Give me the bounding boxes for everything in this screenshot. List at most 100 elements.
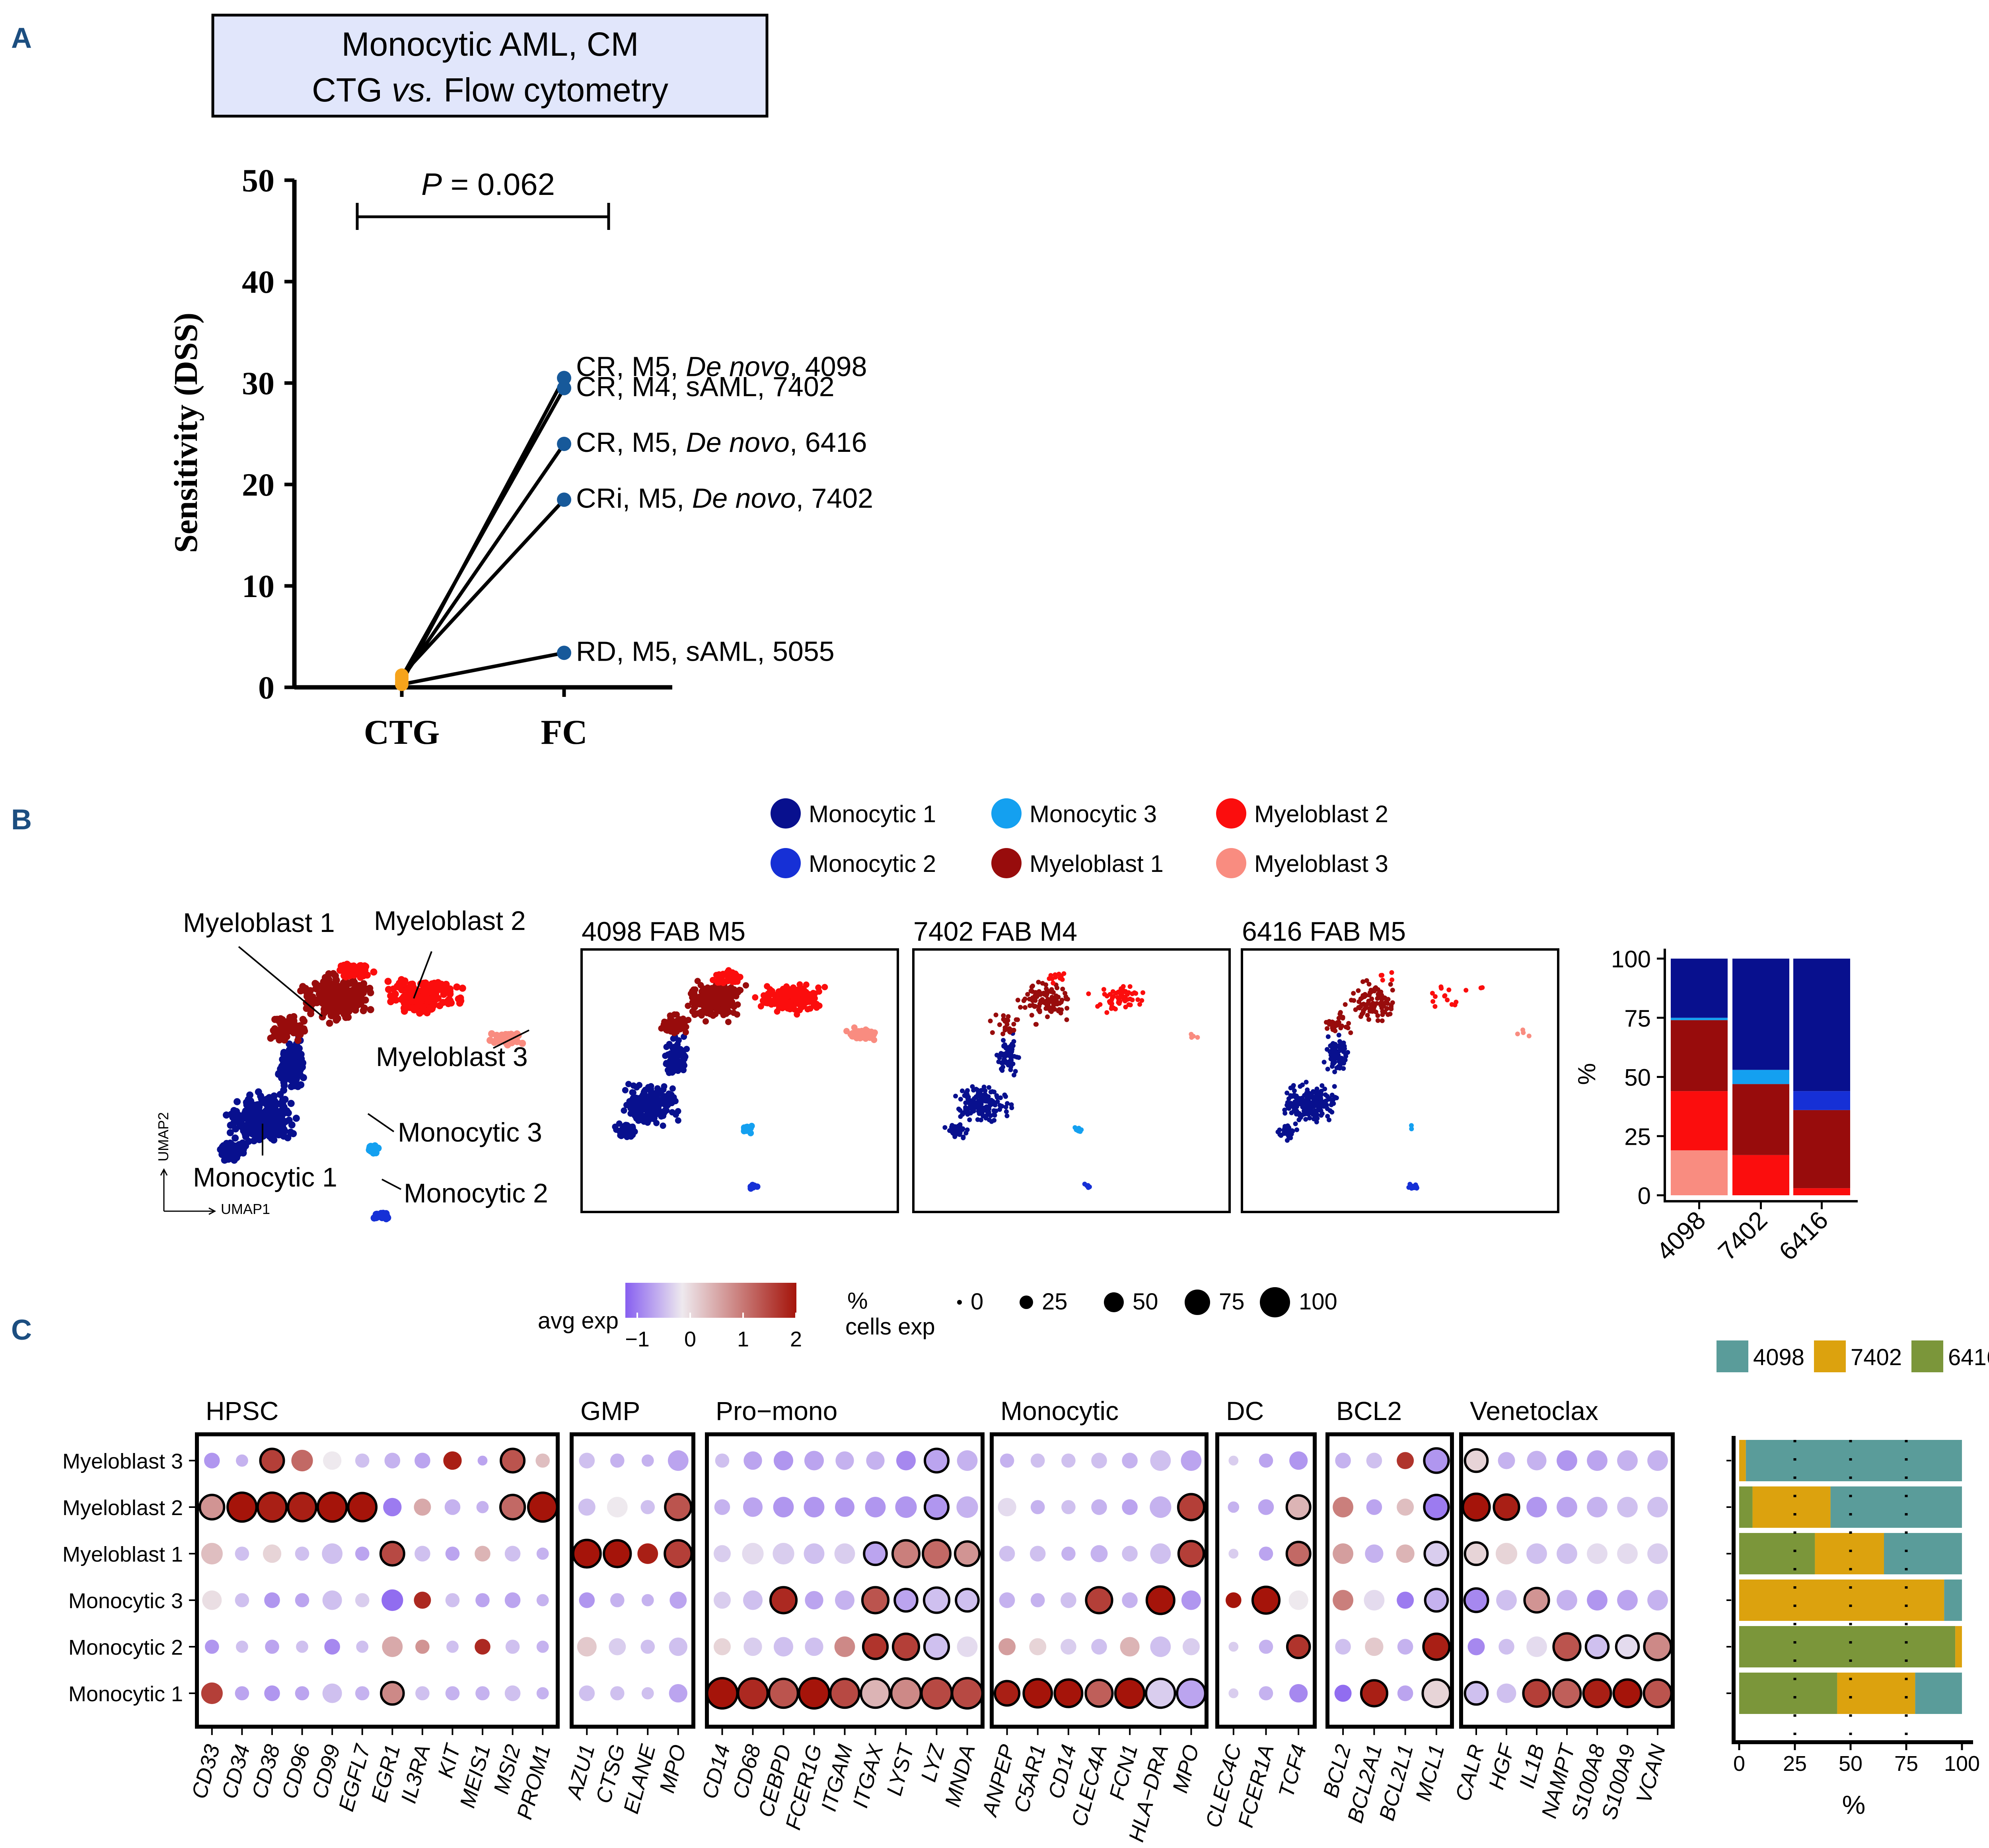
stacked-bar-segment: [1732, 959, 1789, 1070]
umap-point: [646, 1105, 653, 1111]
gene-label: HGF: [1484, 1741, 1519, 1792]
umap-point: [1332, 1060, 1337, 1065]
umap-point: [1140, 990, 1145, 995]
colorbar-tick-label: 2: [790, 1327, 802, 1351]
umap-point: [350, 978, 358, 986]
umap-point: [282, 1050, 289, 1057]
expression-dot: [1364, 1590, 1385, 1611]
umap-point: [779, 1005, 786, 1012]
umap-point: [636, 1095, 643, 1101]
expression-dot: [1498, 1452, 1515, 1469]
umap-point: [950, 1128, 956, 1133]
umap-point: [794, 1011, 800, 1018]
umap-point: [1014, 1017, 1019, 1022]
expression-dot: [381, 1589, 403, 1611]
umap-point: [682, 1029, 689, 1036]
umap-point: [280, 1082, 288, 1089]
umap-point: [691, 997, 698, 1004]
sample-label: 6416: [1948, 1344, 1989, 1370]
legend-label: Myeloblast 3: [1254, 850, 1388, 877]
umap-point: [702, 1007, 708, 1013]
expression-dot: [1061, 1592, 1076, 1608]
umap-point: [1332, 1069, 1337, 1074]
y-tick-label: 75: [1624, 1005, 1651, 1032]
y-tick-label: 30: [242, 365, 274, 401]
umap-6416-points: [1275, 970, 1532, 1191]
umap-point: [333, 1016, 340, 1024]
umap-point: [996, 1059, 1001, 1064]
stacked-bar-segment: [1671, 959, 1728, 1018]
expression-dot: [1421, 1678, 1452, 1708]
expression-dot: [1181, 1590, 1201, 1610]
umap-point: [271, 1032, 278, 1040]
umap-point: [1290, 1128, 1294, 1133]
umap-point: [1442, 993, 1448, 998]
umap-point: [1045, 1006, 1050, 1011]
expression-dot: [957, 1450, 978, 1471]
expression-dot: [1061, 1453, 1076, 1468]
umap-point: [1056, 994, 1061, 1000]
expression-dot: [1587, 1497, 1608, 1517]
umap-point: [737, 987, 744, 994]
umap-point: [1001, 1013, 1006, 1018]
umap-point: [281, 1036, 288, 1044]
umap-point: [1370, 1002, 1375, 1007]
umap-point: [1364, 978, 1369, 983]
expression-dot: [201, 1543, 223, 1565]
umap-point: [290, 1019, 298, 1027]
umap-point: [997, 1055, 1002, 1060]
umap-point: [300, 1074, 307, 1082]
umap-point: [446, 990, 454, 998]
expression-dot: [323, 1451, 342, 1470]
umap-point: [325, 970, 333, 978]
umap-point: [1356, 999, 1362, 1004]
umap-point: [265, 1107, 273, 1115]
umap-point: [775, 990, 782, 997]
row-label: Monocytic 3: [68, 1589, 183, 1613]
expression-dot: [743, 1497, 763, 1517]
umap-point: [616, 1120, 623, 1127]
expression-dot: [1122, 1453, 1138, 1469]
expression-dot: [1526, 1497, 1547, 1517]
expression-dot: [1424, 1587, 1449, 1613]
umap-point: [1337, 1063, 1343, 1068]
umap-point: [1052, 1007, 1057, 1012]
umap-point: [373, 1146, 380, 1153]
expression-dot: [999, 1592, 1015, 1608]
umap-point: [348, 997, 356, 1004]
umap-point: [1029, 984, 1034, 990]
umap-point: [1195, 1035, 1200, 1040]
umap-point: [1290, 1084, 1296, 1089]
umap-point: [1029, 1013, 1034, 1018]
umap-point: [367, 1143, 374, 1150]
umap-point: [636, 1082, 642, 1088]
umap-point: [1135, 997, 1140, 1002]
umap-point: [1380, 1000, 1385, 1006]
gene-label: MPO: [1168, 1742, 1204, 1795]
umap-point: [316, 982, 324, 990]
legend-swatch: [991, 848, 1022, 878]
umap-point: [435, 986, 443, 993]
row-label: Monocytic 1: [68, 1682, 183, 1706]
expression-dot: [579, 1685, 595, 1701]
umap-point: [258, 1095, 265, 1103]
expression-dot: [1030, 1593, 1045, 1607]
umap-point: [294, 1030, 301, 1037]
title-line-2: CTG vs. Flow cytometry: [312, 71, 668, 109]
umap-point: [1127, 984, 1133, 989]
expression-dot: [201, 1682, 223, 1704]
umap-point: [411, 1006, 418, 1013]
umap-point: [453, 983, 461, 991]
expression-dot: [865, 1497, 886, 1517]
expression-dot: [609, 1638, 626, 1655]
umap-point: [1139, 998, 1144, 1003]
y-tick-label: 100: [1611, 946, 1651, 973]
umap-point: [811, 994, 817, 1001]
umap-point: [1478, 985, 1483, 990]
expression-dot: [895, 1496, 917, 1518]
expression-dot: [714, 1591, 731, 1609]
expression-dot: [1493, 1493, 1520, 1521]
expression-dot: [1643, 1632, 1672, 1661]
umap-point: [1120, 987, 1125, 992]
umap-point: [640, 1118, 647, 1125]
